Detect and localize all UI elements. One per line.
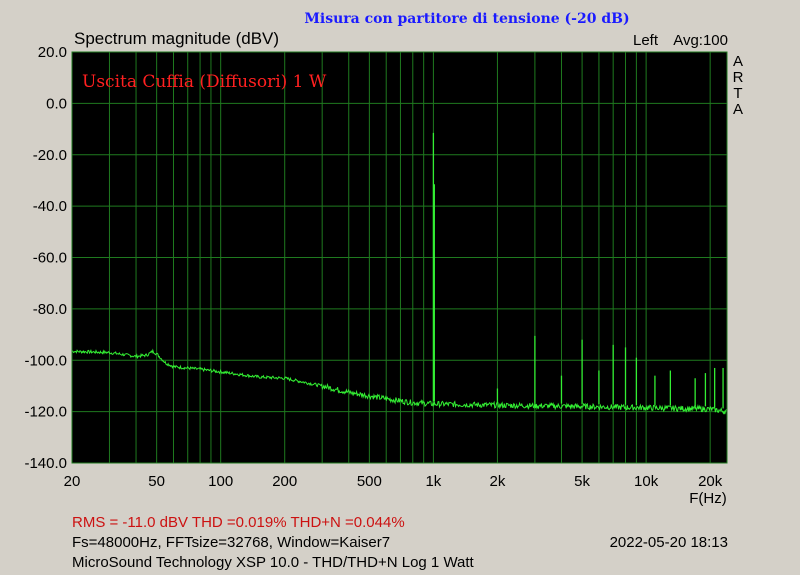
timestamp: 2022-05-20 18:13: [610, 534, 728, 551]
side-label-letter: A: [733, 53, 743, 70]
spectrum-trace: [71, 132, 728, 415]
side-label-letter: R: [733, 69, 744, 86]
y-tick-label: -80.0: [33, 301, 67, 318]
fft-parameters: Fs=48000Hz, FFTsize=32768, Window=Kaiser…: [72, 534, 390, 551]
x-tick-label: 1k: [425, 473, 441, 490]
y-tick-label: -140.0: [24, 455, 67, 472]
side-label-letter: A: [733, 101, 743, 118]
y-tick-label: -20.0: [33, 147, 67, 164]
noise-floor-line: [71, 348, 728, 415]
software-caption: MicroSound Technology XSP 10.0 - THD/THD…: [72, 554, 475, 571]
plot-frame: [71, 51, 728, 464]
x-tick-label: 5k: [574, 473, 590, 490]
y-tick-label: -100.0: [24, 352, 67, 369]
x-tick-label: 2k: [490, 473, 506, 490]
x-tick-label: 20k: [698, 473, 723, 490]
chart-title: Spectrum magnitude (dBV): [74, 29, 279, 48]
x-tick-label: 20: [64, 473, 81, 490]
y-tick-label: -120.0: [24, 404, 67, 421]
averaging-label: Avg:100: [673, 32, 728, 49]
x-tick-label: 50: [148, 473, 165, 490]
x-tick-label: 10k: [634, 473, 659, 490]
x-tick-label: 500: [357, 473, 382, 490]
y-axis-ticks: 20.0 0.0 -20.0 -40.0 -60.0 -80.0 -100.0 -120.0 -…: [24, 44, 67, 472]
y-tick-label: 20.0: [38, 44, 67, 61]
x-tick-label: 200: [272, 473, 297, 490]
banner-title: Misura con partitore di tensione (-20 dB…: [304, 11, 629, 27]
channel-label: Left: [633, 32, 659, 49]
x-axis-ticks: 20 50 100 200 500 1k 2k 5k 10k 20k: [64, 473, 723, 490]
x-axis-label: F(Hz): [689, 490, 727, 507]
y-tick-label: -40.0: [33, 198, 67, 215]
x-tick-label: 100: [208, 473, 233, 490]
y-tick-label: 0.0: [46, 95, 67, 112]
rms-thd-readout: RMS = -11.0 dBV THD =0.019% THD+N =0.044…: [72, 514, 405, 531]
y-tick-label: -60.0: [33, 250, 67, 267]
side-label-letter: T: [733, 85, 742, 102]
chart-annotation: Uscita Cuffia (Diffusori) 1 W: [82, 72, 327, 92]
